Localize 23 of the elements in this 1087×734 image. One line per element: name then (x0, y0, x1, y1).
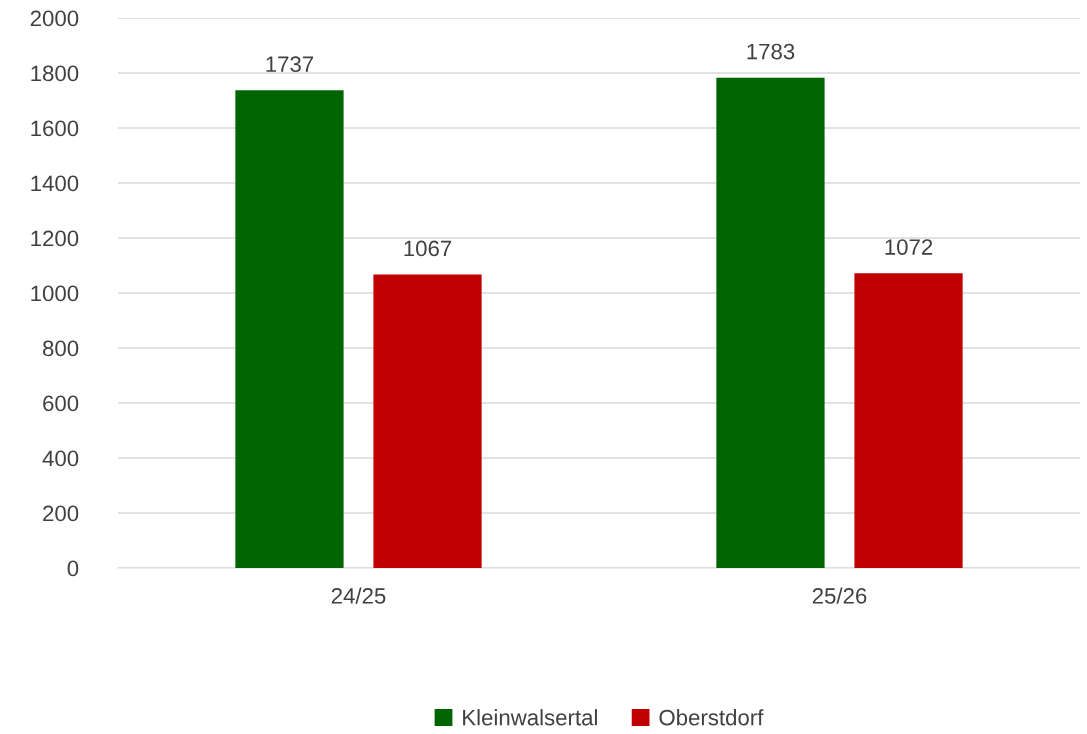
bar (235, 90, 344, 568)
y-tick-label: 600 (43, 395, 79, 412)
x-tick-label: 25/26 (812, 587, 867, 604)
y-tick-label: 1800 (31, 65, 79, 82)
legend-label: Oberstdorf (659, 709, 764, 726)
y-tick-label: 200 (43, 505, 79, 522)
y-tick-label: 800 (43, 340, 79, 357)
data-label: 1737 (266, 56, 314, 73)
y-tick-label: 1000 (31, 285, 79, 302)
data-label: 1783 (747, 43, 795, 60)
bar (373, 274, 482, 568)
x-tick-label: 24/25 (331, 587, 386, 604)
bar (716, 77, 825, 568)
y-tick-label: 400 (42, 450, 79, 467)
y-tick-label: 0 (67, 560, 79, 577)
y-tick-label: 1600 (31, 120, 79, 137)
y-tick-label: 1200 (31, 230, 79, 247)
data-label: 1072 (885, 239, 933, 255)
legend-label: Kleinwalsertal (463, 709, 597, 726)
bar (854, 273, 963, 568)
y-tick-label: 2000 (30, 10, 79, 27)
data-label: 1067 (404, 240, 452, 257)
y-tick-label: 1400 (31, 175, 79, 192)
